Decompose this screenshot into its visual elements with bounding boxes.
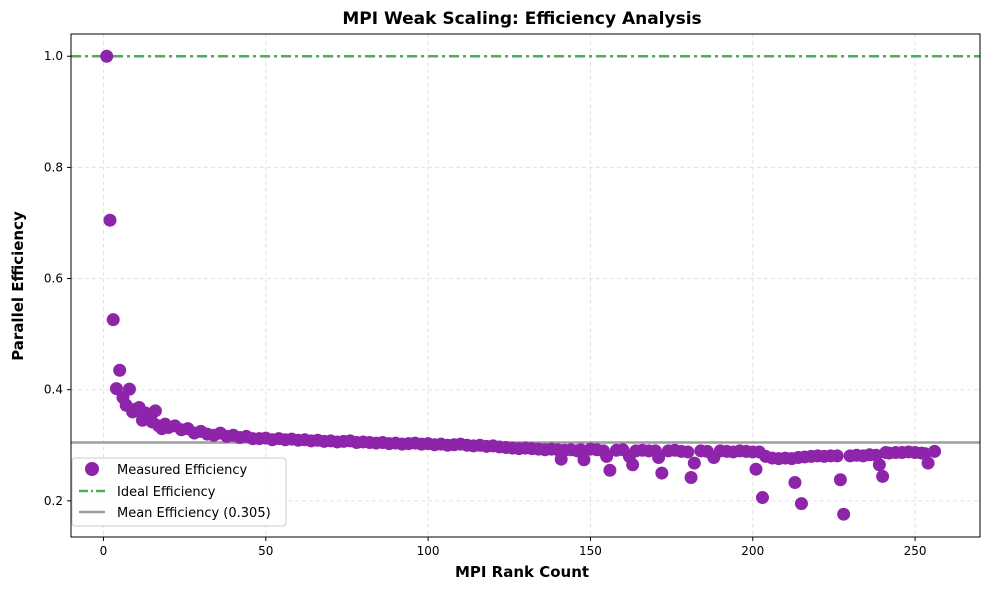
data-point <box>830 449 844 463</box>
data-point <box>109 382 123 396</box>
y-tick-label: 1.0 <box>44 49 63 63</box>
x-axis-title: MPI Rank Count <box>455 563 589 581</box>
legend: Measured Efficiency Ideal Efficiency Mea… <box>71 457 287 527</box>
data-point <box>106 313 120 327</box>
plot-frame <box>70 33 981 538</box>
x-tick-label: 150 <box>579 544 602 558</box>
data-point <box>652 451 666 465</box>
data-point <box>603 463 617 477</box>
y-tick-label: 0.4 <box>44 383 63 397</box>
data-point <box>626 458 640 472</box>
data-point <box>577 453 591 467</box>
data-point <box>684 471 698 485</box>
y-tick-label: 0.8 <box>44 160 63 174</box>
data-point <box>103 213 117 227</box>
data-point <box>872 458 886 472</box>
legend-box <box>71 457 287 527</box>
y-axis-ticks: 0.2 0.4 0.6 0.8 1.0 <box>44 49 71 508</box>
legend-marker-measured <box>85 462 99 476</box>
x-tick-label: 200 <box>741 544 764 558</box>
data-point <box>876 469 890 483</box>
y-tick-label: 0.6 <box>44 272 63 286</box>
data-point <box>928 444 942 458</box>
data-point <box>574 443 588 457</box>
legend-label-measured: Measured Efficiency <box>117 463 248 478</box>
data-point <box>788 476 802 490</box>
y-axis-title: Parallel Efficiency <box>9 211 27 361</box>
data-point <box>749 462 763 476</box>
chart-title: MPI Weak Scaling: Efficiency Analysis <box>342 9 701 29</box>
x-tick-label: 50 <box>258 544 273 558</box>
data-point <box>833 473 847 487</box>
data-point <box>100 49 114 63</box>
data-point <box>148 404 162 418</box>
x-axis-ticks: 0 50 100 150 200 250 <box>100 537 927 558</box>
x-tick-label: 100 <box>417 544 440 558</box>
data-point <box>687 456 701 470</box>
legend-label-ideal: Ideal Efficiency <box>117 485 216 500</box>
y-tick-label: 0.2 <box>44 494 63 508</box>
x-tick-label: 250 <box>904 544 927 558</box>
data-points <box>100 49 942 521</box>
data-point <box>755 491 769 505</box>
data-point <box>921 456 935 470</box>
data-point <box>681 445 695 459</box>
data-point <box>122 382 136 396</box>
data-point <box>655 466 669 480</box>
data-point <box>837 507 851 521</box>
x-tick-label: 0 <box>100 544 108 558</box>
data-point <box>794 497 808 511</box>
legend-label-mean: Mean Efficiency (0.305) <box>117 506 271 521</box>
data-point <box>113 363 127 377</box>
data-point <box>600 449 614 463</box>
